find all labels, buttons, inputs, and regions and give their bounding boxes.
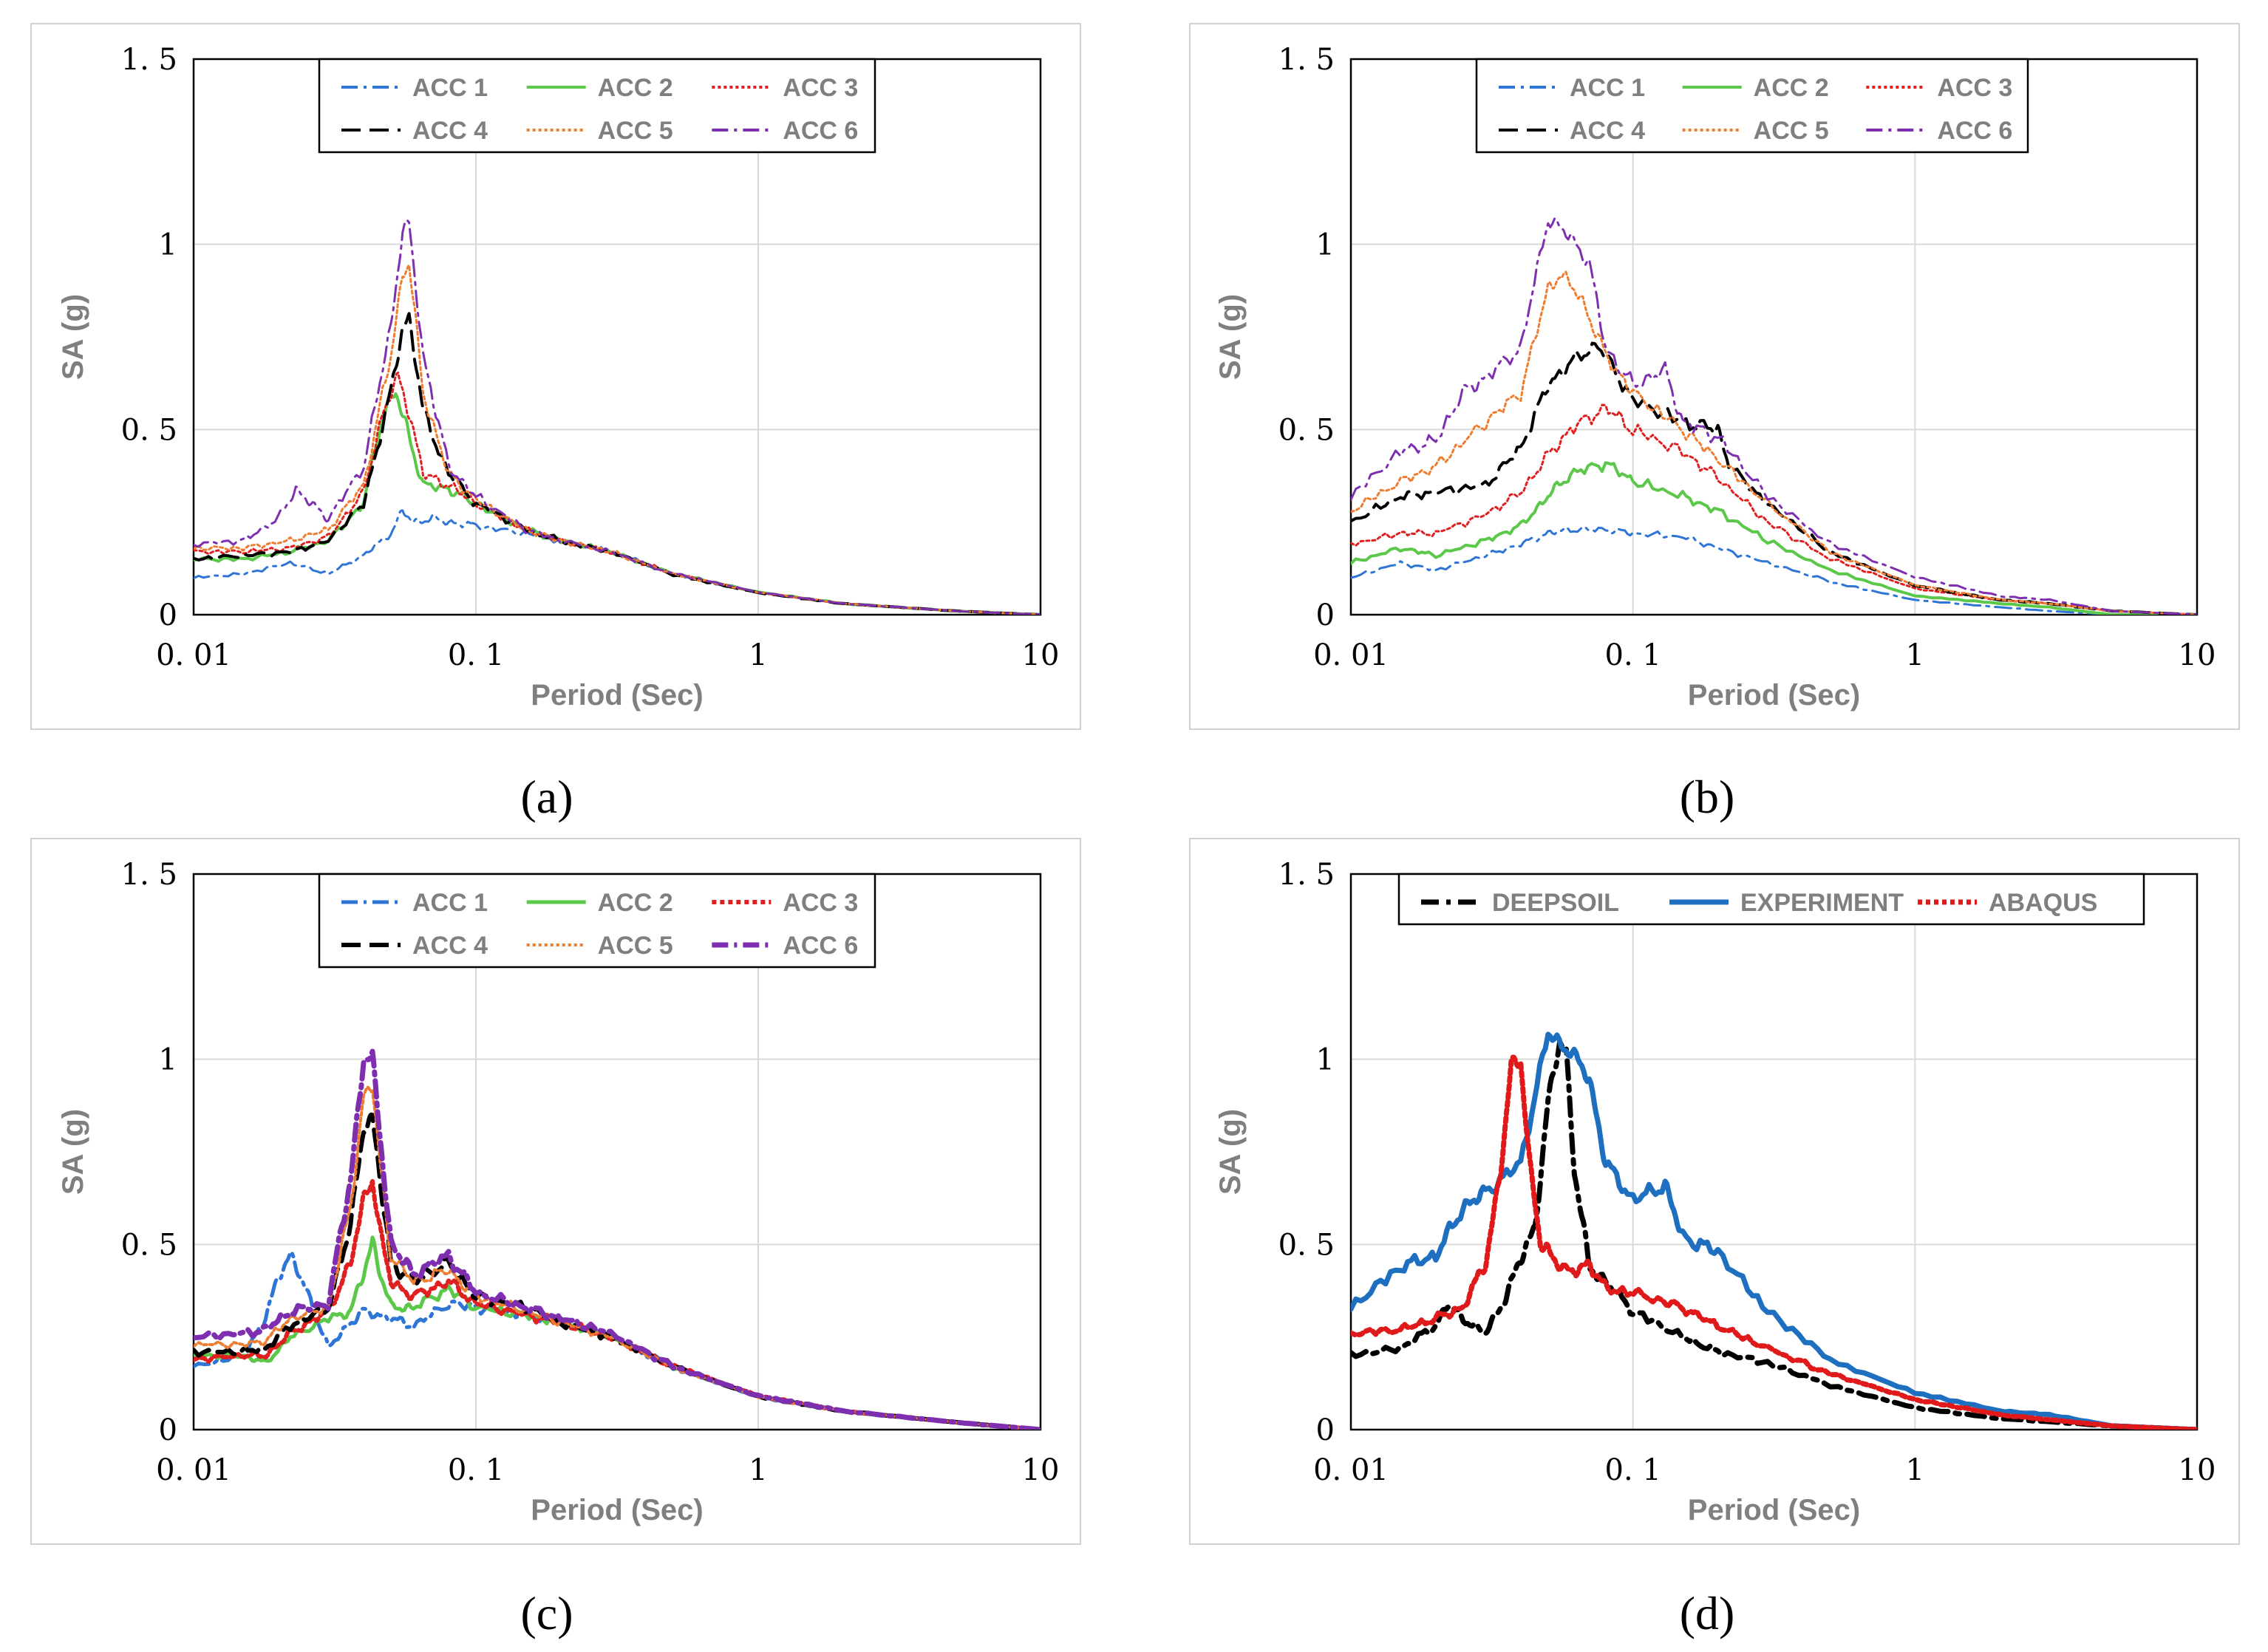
panel-caption: (d) (1680, 1587, 1735, 1639)
legend (318, 58, 876, 154)
series-line-acc-6 (194, 1048, 1041, 1430)
chart-frame (1189, 23, 2240, 730)
y-tick-label: 1 (1316, 1043, 1335, 1077)
x-axis-title: Period (Sec) (531, 679, 703, 711)
legend-label-acc-1: ACC 1 (412, 74, 488, 102)
legend-label-acc-6: ACC 6 (783, 117, 858, 145)
y-tick-label: 0 (1316, 1413, 1335, 1447)
y-tick-label: 0 (159, 1413, 177, 1447)
series-line-acc-4 (194, 312, 1041, 615)
y-tick-label: 1. 5 (1278, 43, 1335, 77)
y-tick-label: 1 (159, 1043, 177, 1077)
series-lines (194, 1048, 1041, 1430)
plot-area (1349, 873, 2199, 1431)
series-line-acc-2 (1351, 461, 2197, 615)
series-line-abaqus (1351, 1054, 2197, 1430)
legend-label-acc-2: ACC 2 (1754, 74, 1829, 102)
legend-label-acc-3: ACC 3 (1937, 74, 2012, 102)
legend-label-acc-3: ACC 3 (783, 74, 858, 102)
x-tick-label: 10 (1022, 638, 1060, 672)
legend-label-acc-2: ACC 2 (598, 889, 673, 917)
y-axis-title: SA (g) (1214, 1109, 1247, 1195)
y-tick-label: 0. 5 (121, 1228, 177, 1262)
x-tick-label: 1 (1906, 1453, 1924, 1487)
y-tick-label: 1. 5 (121, 858, 177, 892)
legend-label-acc-6: ACC 6 (783, 932, 858, 960)
y-tick-label: 0. 5 (1278, 1228, 1335, 1262)
y-axis-title: SA (g) (1214, 294, 1247, 380)
y-tick-label: 1. 5 (1278, 858, 1335, 892)
series-line-acc-6 (1351, 216, 2197, 615)
series-line-acc-1 (1351, 525, 2197, 615)
y-tick-label: 1 (159, 228, 177, 262)
x-tick-label: 0. 1 (1605, 638, 1661, 672)
legend-label-experiment: EXPERIMENT (1740, 889, 1904, 917)
legend-label-acc-6: ACC 6 (1937, 117, 2012, 145)
x-tick-label: 10 (1022, 1453, 1060, 1487)
series-line-acc-5 (194, 264, 1041, 615)
x-tick-label: 1 (1906, 638, 1924, 672)
x-tick-label: 0. 01 (1313, 1453, 1389, 1487)
chart-frame (30, 23, 1081, 730)
legend-label-acc-5: ACC 5 (1754, 117, 1829, 145)
series-line-acc-4 (194, 1112, 1041, 1430)
x-axis-title: Period (Sec) (531, 1494, 703, 1526)
x-tick-label: 10 (2179, 1453, 2216, 1487)
x-tick-label: 0. 01 (1313, 638, 1389, 672)
legend (1397, 873, 2145, 926)
y-tick-label: 0 (159, 598, 177, 632)
x-tick-label: 0. 01 (156, 1453, 231, 1487)
legend-label-acc-5: ACC 5 (598, 932, 673, 960)
series-line-acc-1 (194, 509, 1041, 615)
x-axis-title: Period (Sec) (1688, 1494, 1860, 1526)
legend-label-deepsoil: DEEPSOIL (1492, 889, 1619, 917)
series-line-acc-5 (1351, 270, 2197, 615)
panel-caption: (c) (520, 1587, 573, 1639)
series-line-acc-6 (194, 219, 1041, 615)
x-tick-label: 0. 01 (156, 638, 231, 672)
chart-panel-c: 0 0. 5 1 1. 5 0. 01 0. 1 1 10 Period (Sec) SA (g)… (30, 838, 1081, 1639)
legend-label-acc-4: ACC 4 (412, 117, 488, 145)
series-line-experiment (1351, 1031, 2197, 1430)
panel-caption: (b) (1680, 771, 1735, 823)
y-tick-label: 0. 5 (121, 413, 177, 447)
x-tick-label: 0. 1 (448, 638, 504, 672)
x-tick-label: 1 (749, 638, 767, 672)
legend (318, 873, 876, 969)
y-axis-title: SA (g) (57, 1109, 89, 1195)
y-tick-label: 1. 5 (121, 43, 177, 77)
x-tick-label: 0. 1 (1605, 1453, 1661, 1487)
legend-label-acc-1: ACC 1 (412, 889, 488, 917)
chart-panel-b: 0 0. 5 1 1. 5 0. 01 0. 1 1 10 Period (Sec) SA (g)… (1189, 23, 2240, 823)
legend-label-abaqus: ABAQUS (1989, 889, 2097, 917)
y-tick-label: 0. 5 (1278, 413, 1335, 447)
x-tick-label: 10 (2179, 638, 2216, 672)
series-lines (194, 219, 1041, 615)
x-axis-title: Period (Sec) (1688, 679, 1860, 711)
chart-frame (1189, 838, 2240, 1545)
x-tick-label: 1 (749, 1453, 767, 1487)
chart-frame (30, 838, 1081, 1545)
series-line-acc-2 (194, 392, 1041, 615)
legend-label-acc-3: ACC 3 (783, 889, 858, 917)
legend-label-acc-2: ACC 2 (598, 74, 673, 102)
y-axis-title: SA (g) (57, 294, 89, 380)
x-tick-label: 0. 1 (448, 1453, 504, 1487)
legend-label-acc-5: ACC 5 (598, 117, 673, 145)
series-line-acc-5 (194, 1085, 1041, 1430)
chart-panel-a: 0 0. 5 1 1. 5 0. 01 0. 1 1 10 Period (Sec) SA (g)… (30, 23, 1081, 823)
series-line-acc-3 (194, 372, 1041, 615)
legend-label-acc-1: ACC 1 (1570, 74, 1645, 102)
panel-caption: (a) (520, 771, 573, 823)
legend-label-acc-4: ACC 4 (412, 932, 488, 960)
series-lines (1351, 1031, 2197, 1430)
legend-label-acc-4: ACC 4 (1570, 117, 1645, 145)
series-line-deepsoil (1351, 1039, 2197, 1430)
chart-panel-d: 0 0. 5 1 1. 5 0. 01 0. 1 1 10 Period (Sec) SA (g)… (1189, 838, 2240, 1639)
series-lines (1351, 216, 2197, 615)
y-tick-label: 1 (1316, 228, 1335, 262)
legend (1475, 58, 2029, 154)
y-tick-label: 0 (1316, 598, 1335, 632)
